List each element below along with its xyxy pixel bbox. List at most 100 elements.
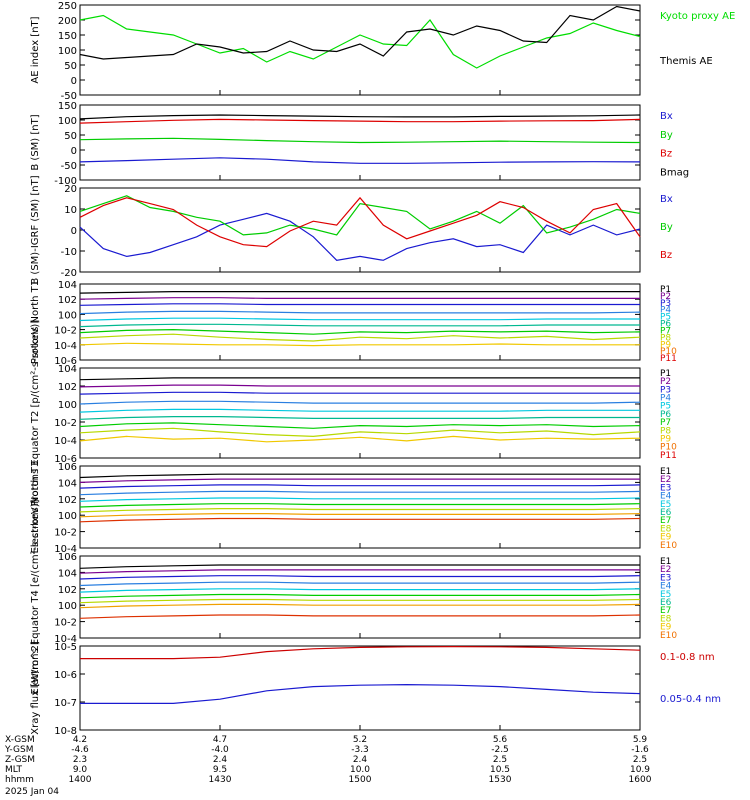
y-tick-label: 100: [58, 310, 77, 321]
legend-entry: E9: [660, 623, 672, 633]
y-tick-label: 100: [58, 400, 77, 411]
y-axis-label: Protons Equator T2 [p/(cm²-s-sr-keV)]: [30, 320, 41, 507]
y-tick-label: 10-4: [54, 544, 77, 555]
series-line: [79, 508, 641, 513]
series-line: [79, 333, 641, 342]
axis-value: -4.6: [71, 745, 89, 755]
series-line: [80, 683, 641, 705]
axis-value: 9.5: [213, 765, 227, 775]
panel-frame: [79, 283, 641, 361]
axis-value: 1500: [349, 775, 372, 785]
y-tick-label: 10-5: [54, 642, 77, 653]
y-tick-label: 10: [64, 205, 77, 216]
legend-entry: E10: [660, 541, 677, 551]
panel-1: 250 200 150 100 50 0 -50 AE index [nT] Kyoto pro…: [30, 1, 735, 102]
legend-entry: P11: [660, 451, 677, 461]
series-line: [79, 212, 641, 261]
legend-entry: P6: [660, 320, 671, 330]
series-line: [79, 435, 641, 443]
y-tick-label: 250: [58, 1, 77, 12]
legend-entry: E9: [660, 533, 672, 543]
y-tick-label: 10-8: [54, 726, 77, 737]
y-tick-label: 50: [64, 131, 77, 142]
y-tick-label: 10-4: [54, 634, 77, 645]
legend-entry: Bx: [660, 194, 673, 205]
series-line: [79, 416, 640, 420]
axis-value: 5.9: [633, 735, 648, 745]
series-line: [79, 593, 641, 599]
series-line: [79, 598, 641, 604]
y-tick-label: 10-4: [54, 341, 77, 352]
legend-entry: E4: [660, 582, 672, 592]
legend-entry: P2: [660, 377, 671, 387]
y-tick-label: -20: [61, 268, 77, 279]
y-tick-label: 10-6: [54, 356, 77, 367]
series-line: [79, 422, 641, 429]
legend-entry: P4: [660, 306, 671, 316]
series-line: [79, 391, 640, 395]
y-tick-label: 10-2: [54, 618, 77, 629]
legend-entry: E1: [660, 467, 671, 477]
series-line: [79, 473, 640, 479]
legend-entry: E7: [660, 606, 671, 616]
y-tick-label: 150: [58, 31, 77, 42]
legend-entry: E5: [660, 500, 671, 510]
axis-row-label: X-GSM: [5, 735, 35, 745]
legend-entry: Bz: [660, 149, 672, 160]
axis-value: 5.6: [493, 735, 508, 745]
legend-entry: P7: [660, 418, 671, 428]
y-tick-label: 200: [58, 16, 77, 27]
legend-entry: P9: [660, 434, 671, 444]
legend-entry: Themis AE: [659, 56, 713, 67]
y-tick-label: 104: [58, 364, 77, 375]
legend-entry: Kyoto proxy AE: [660, 11, 735, 22]
legend-entry: E1: [660, 557, 671, 567]
legend-entry: E8: [660, 614, 672, 624]
y-tick-label: -100: [54, 176, 77, 187]
axis-value: -2.5: [491, 745, 509, 755]
legend-entry: P3: [660, 385, 671, 395]
legend-entry: P9: [660, 340, 671, 350]
legend-entry: 0.1-0.8 nm: [660, 652, 715, 663]
legend-entry: Bz: [660, 250, 672, 261]
y-tick-label: 104: [58, 280, 77, 291]
legend-entry: By: [660, 130, 673, 141]
y-axis-label: Electrons North T3: [30, 460, 41, 553]
series-line: [79, 14, 641, 69]
series-line: [79, 408, 640, 413]
legend-entry: Bmag: [660, 167, 689, 178]
y-tick-label: 0: [71, 226, 77, 237]
legend-entry: By: [660, 222, 673, 233]
axis-value: 2.4: [353, 755, 368, 765]
axis-value: 2.5: [633, 755, 647, 765]
axis-value: 10.9: [630, 765, 650, 775]
legend-entry: E8: [660, 524, 672, 534]
series-line: [79, 400, 641, 405]
series-line: [79, 291, 640, 294]
series-line: [79, 427, 641, 438]
series-line: [79, 575, 641, 580]
y-tick-label: 10-2: [54, 326, 77, 337]
axis-value: 1400: [69, 775, 92, 785]
series-line: [79, 564, 640, 569]
y-axis-label: Protons North T1: [30, 280, 41, 364]
y-tick-label: 100: [58, 511, 77, 522]
y-tick-label: 50: [64, 61, 77, 72]
legend-entry: E2: [660, 475, 671, 485]
legend-entry: P1: [660, 369, 671, 379]
panel-frame: [79, 367, 641, 459]
series-line: [79, 614, 641, 619]
y-tick-label: 10-2: [54, 528, 77, 539]
series-line: [79, 503, 641, 508]
legend-entry: E7: [660, 516, 671, 526]
axis-value: 9.0: [73, 765, 88, 775]
axis-value: -3.3: [351, 745, 369, 755]
y-tick-label: 100: [58, 601, 77, 612]
y-tick-label: 0: [71, 76, 77, 87]
series-line: [79, 310, 641, 315]
y-tick-label: 106: [58, 552, 77, 563]
panel-5: 104 102 100 10-2 10-4 10-6 Protons Equator T2 …: [30, 320, 677, 507]
series-line: [79, 297, 640, 300]
